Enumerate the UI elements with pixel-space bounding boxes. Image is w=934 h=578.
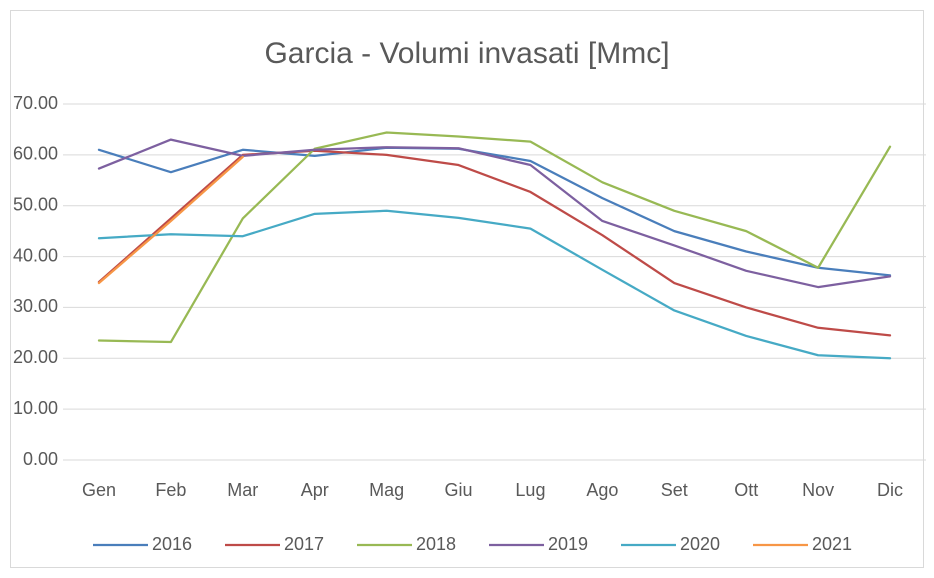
legend-label: 2017 [284, 534, 324, 554]
y-tick-label: 30.00 [13, 296, 58, 316]
series-line [97, 149, 892, 337]
legend-label: 2021 [812, 534, 852, 554]
legend-label: 2020 [680, 534, 720, 554]
legend-label: 2016 [152, 534, 192, 554]
x-tick-label: Set [661, 480, 688, 500]
x-tick-label: Dic [877, 480, 903, 500]
x-tick-label: Mar [227, 480, 258, 500]
x-tick-label: Apr [301, 480, 329, 500]
series-line [97, 209, 892, 360]
x-tick-label: Lug [515, 480, 545, 500]
legend-label: 2019 [548, 534, 588, 554]
x-tick-label: Gen [82, 480, 116, 500]
y-tick-label: 50.00 [13, 194, 58, 214]
series-line [97, 138, 892, 289]
x-tick-label: Feb [155, 480, 186, 500]
x-tick-label: Mag [369, 480, 404, 500]
y-tick-label: 0.00 [23, 449, 58, 469]
series-line [97, 155, 244, 285]
series-line [97, 131, 892, 344]
y-tick-label: 60.00 [13, 144, 58, 164]
x-tick-label: Ago [586, 480, 618, 500]
x-tick-label: Giu [445, 480, 473, 500]
x-tick-label: Nov [802, 480, 834, 500]
x-tick-label: Ott [734, 480, 758, 500]
y-tick-label: 20.00 [13, 347, 58, 367]
y-tick-label: 70.00 [13, 93, 58, 113]
y-tick-label: 40.00 [13, 245, 58, 265]
y-tick-label: 10.00 [13, 398, 58, 418]
chart-frame [10, 10, 924, 568]
chart-title: Garcia - Volumi invasati [Mmc] [264, 37, 669, 70]
legend-label: 2018 [416, 534, 456, 554]
